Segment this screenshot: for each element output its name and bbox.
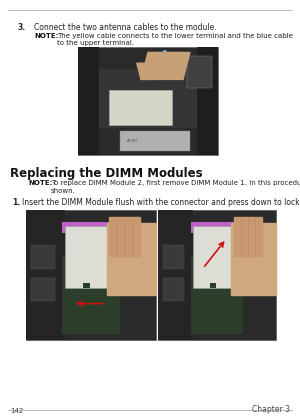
Text: 1.: 1. [12, 198, 20, 207]
Bar [197, 47, 218, 155]
Polygon shape [233, 216, 262, 255]
Bar [78, 47, 218, 155]
Bar [120, 131, 190, 151]
Bar [191, 222, 243, 234]
Text: ACER: ACER [127, 139, 138, 143]
Bar [163, 245, 184, 268]
Text: Connect the two antenna cables to the module.: Connect the two antenna cables to the mo… [34, 23, 217, 32]
Text: NOTE:: NOTE: [28, 180, 52, 186]
Bar [109, 90, 172, 125]
Text: NOTE:: NOTE: [34, 33, 58, 39]
Bar [62, 222, 120, 234]
Text: The yellow cable connects to the lower terminal and the blue cable to the upper : The yellow cable connects to the lower t… [57, 33, 293, 46]
Polygon shape [231, 223, 276, 294]
Bar [78, 47, 99, 155]
Bar [158, 210, 276, 340]
Bar [191, 255, 243, 333]
Polygon shape [137, 63, 155, 79]
Bar [99, 68, 197, 128]
Text: Insert the DIMM Module flush with the connector and press down to lock in place.: Insert the DIMM Module flush with the co… [22, 198, 300, 207]
Bar [26, 210, 65, 340]
Bar [163, 278, 184, 301]
Bar [65, 226, 110, 288]
Bar [26, 210, 156, 340]
Bar [62, 255, 120, 333]
Text: 3.: 3. [18, 23, 26, 32]
Bar [194, 226, 235, 288]
Bar [31, 245, 55, 268]
Text: Chapter 3: Chapter 3 [252, 405, 290, 414]
Bar [187, 55, 212, 88]
Polygon shape [141, 52, 190, 79]
Text: To replace DIMM Module 2, first remove DIMM Module 1. In this procedure, only DI: To replace DIMM Module 2, first remove D… [51, 180, 300, 194]
Bar [31, 278, 55, 301]
Bar [210, 283, 216, 288]
Text: Replacing the DIMM Modules: Replacing the DIMM Modules [10, 167, 202, 180]
Polygon shape [106, 223, 156, 294]
Polygon shape [109, 216, 140, 255]
Bar [83, 283, 90, 288]
Bar [158, 210, 194, 340]
Text: 142: 142 [10, 408, 23, 414]
